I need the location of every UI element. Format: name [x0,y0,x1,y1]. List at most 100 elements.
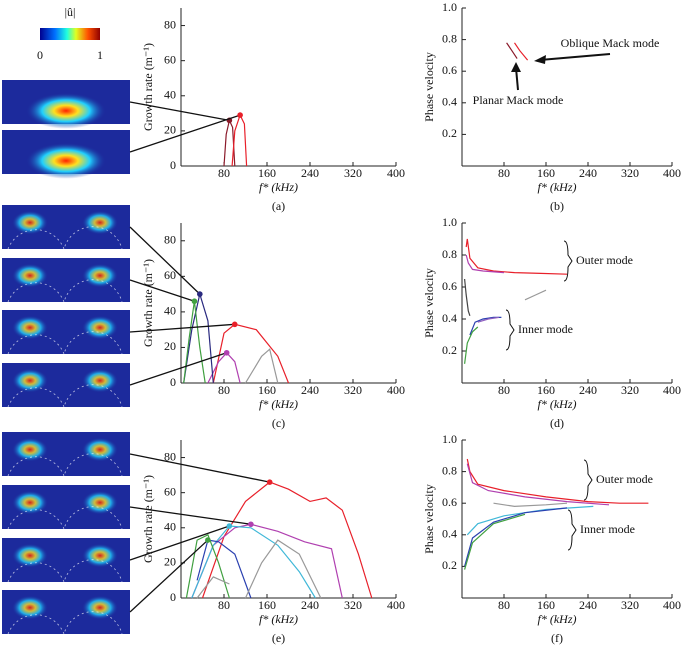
x-axis-label: f* (kHz) [538,180,577,194]
annotation-arrow [539,53,611,61]
x-axis-label: f* (kHz) [259,397,298,411]
flow-blob [12,543,48,568]
x-tick-label: 80 [498,383,510,397]
x-tick-label: 400 [663,383,681,397]
y-tick-label: 0.8 [442,247,457,261]
y-tick-label: 60 [164,52,176,66]
colorbar-tick-label: 0 [37,48,43,62]
data-line [212,323,290,384]
data-line [185,533,230,599]
flow-blob [82,490,118,515]
bracket [567,509,577,551]
connector [129,352,227,386]
x-tick-label: 80 [498,598,510,612]
x-tick-label: 240 [301,166,319,180]
y-axis-label: Phase velocity [422,268,436,338]
y-axis-label: Phase velocity [422,484,436,554]
peak-marker [205,537,211,543]
flow-blob [26,92,106,129]
y-tick-label: 0 [170,590,176,604]
peak-marker [266,479,273,485]
data-line [244,539,322,599]
data-line [196,539,252,599]
colorbar-title: |û| [65,5,76,19]
x-tick-label: 240 [579,383,597,397]
flow-blob [82,263,118,288]
y-tick-label: 0.2 [442,558,457,572]
flow-blob [12,437,48,462]
x-tick-label: 320 [621,383,639,397]
vortex-outline [7,559,123,584]
caption: (d) [550,416,564,430]
annotation: Inner mode [580,522,635,536]
peak-marker [191,298,198,305]
data-line [191,523,343,599]
y-axis-label: Growth rate (m⁻¹) [141,475,155,563]
y-tick-label: 0.4 [442,95,457,109]
flow-blob [82,437,118,462]
annotation: Planar Mack mode [473,93,564,107]
y-tick-label: 0.4 [442,527,457,541]
y-tick-label: 1.0 [442,432,457,446]
peak-marker [197,291,203,297]
y-tick-label: 60 [164,484,176,498]
data-line [506,42,518,59]
y-tick-label: 1.0 [442,0,457,14]
connector [129,226,201,295]
x-axis-label: f* (kHz) [259,180,298,194]
x-tick-label: 240 [579,166,597,180]
x-axis-label: f* (kHz) [538,397,577,411]
vortex-outline [7,226,123,251]
data-line [191,525,316,599]
arrow-head [511,62,521,72]
x-tick-label: 80 [498,166,510,180]
data-line [464,278,471,316]
data-line [465,254,505,274]
peak-marker [231,321,238,328]
x-tick-label: 80 [218,166,230,180]
x-axis-label: f* (kHz) [259,612,298,626]
caption: (f) [551,631,563,645]
data-line [524,289,547,301]
x-axis-label: f* (kHz) [538,612,577,626]
caption: (a) [272,199,285,213]
y-tick-label: 0.6 [442,279,457,293]
caption: (e) [272,631,285,645]
annotation: Oblique Mack mode [561,36,660,50]
vortex-outline [7,279,123,304]
x-tick-label: 320 [621,166,639,180]
x-tick-label: 240 [301,383,319,397]
data-line [464,326,479,364]
flow-blob [12,490,48,515]
x-tick-label: 400 [387,598,405,612]
data-line [244,348,279,384]
x-tick-label: 80 [218,598,230,612]
connector [129,525,230,561]
annotation: Outer mode [596,472,653,486]
connector [129,114,241,153]
y-tick-label: 20 [164,339,176,353]
y-tick-label: 40 [164,520,176,534]
y-tick-label: 40 [164,88,176,102]
y-tick-label: 0 [170,375,176,389]
x-tick-label: 160 [537,383,555,397]
flow-blob [12,595,48,620]
y-tick-label: 0.2 [442,126,457,140]
x-tick-label: 320 [344,166,362,180]
x-tick-label: 160 [537,598,555,612]
y-tick-label: 20 [164,555,176,569]
data-line [183,301,206,384]
flow-blob [12,368,48,393]
caption: (c) [272,416,285,430]
data-line [477,316,499,323]
flow-blob [26,142,106,179]
y-axis-label: Growth rate (m⁻¹) [141,259,155,347]
flow-blob [82,315,118,340]
peak-marker [248,521,254,528]
data-line [466,458,649,504]
caption: (b) [550,199,564,213]
x-tick-label: 240 [579,598,597,612]
flow-blob [82,595,118,620]
annotation: Inner mode [518,322,573,336]
bracket [505,309,515,351]
